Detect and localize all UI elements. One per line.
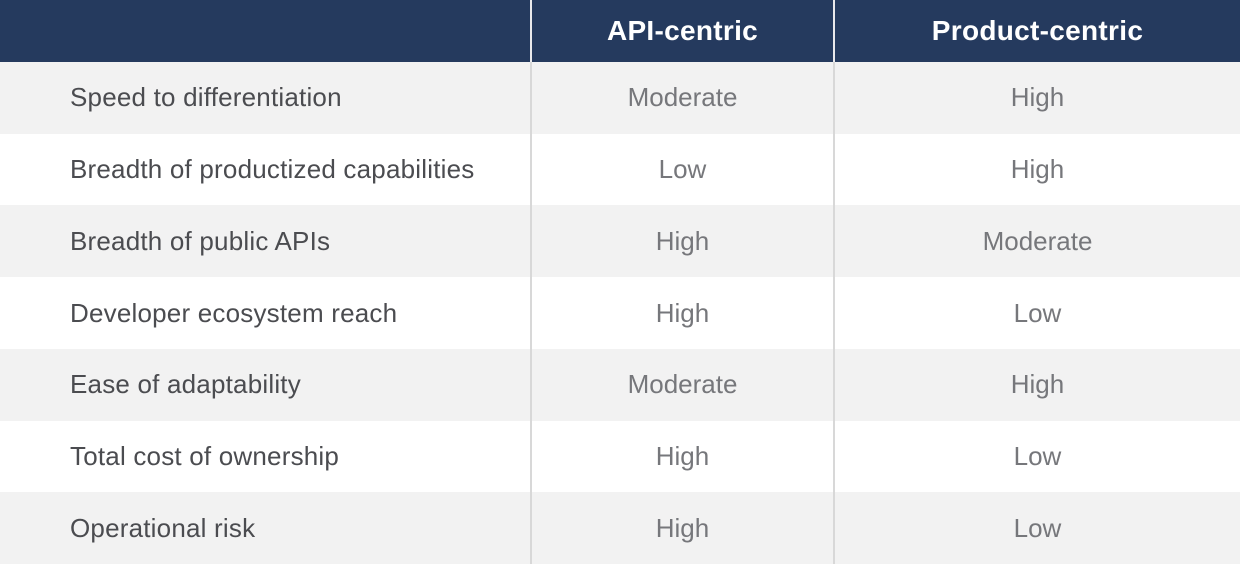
cell-value-product-centric: High: [833, 62, 1240, 134]
cell-value-product-centric: Low: [833, 277, 1240, 349]
cell-value-product-centric: Moderate: [833, 205, 1240, 278]
table-row: Breadth of productized capabilities Low …: [0, 133, 1240, 206]
row-label: Operational risk: [70, 512, 256, 543]
row-label: Developer ecosystem reach: [70, 297, 398, 328]
table-row: Speed to differentiation Moderate High: [0, 62, 1240, 134]
cell-value-api-centric: High: [530, 205, 833, 278]
cell-value-api-centric: High: [530, 277, 833, 349]
row-label: Breadth of public APIs: [70, 225, 331, 256]
header-empty-cell: [0, 0, 530, 62]
cell-value-api-centric: High: [530, 420, 833, 493]
row-label: Total cost of ownership: [70, 440, 340, 471]
table-row: Operational risk High Low: [0, 492, 1240, 564]
cell-value-product-centric: Low: [833, 492, 1240, 564]
table-row: Ease of adaptability Moderate High: [0, 348, 1240, 421]
cell-value-api-centric: Moderate: [530, 62, 833, 134]
row-label: Ease of adaptability: [70, 369, 301, 400]
table-row: Total cost of ownership High Low: [0, 420, 1240, 493]
column-header-product-centric: Product-centric: [833, 0, 1240, 62]
cell-value-api-centric: Moderate: [530, 348, 833, 421]
cell-value-product-centric: High: [833, 348, 1240, 421]
column-header-api-centric: API-centric: [530, 0, 833, 62]
row-label: Speed to differentiation: [70, 82, 342, 113]
row-label: Breadth of productized capabilities: [70, 154, 475, 185]
cell-value-product-centric: Low: [833, 420, 1240, 493]
cell-value-product-centric: High: [833, 133, 1240, 206]
table-row: Developer ecosystem reach High Low: [0, 277, 1240, 349]
table-row: Breadth of public APIs High Moderate: [0, 205, 1240, 278]
header-row: API-centric Product-centric: [0, 0, 1240, 62]
cell-value-api-centric: High: [530, 492, 833, 564]
cell-value-api-centric: Low: [530, 133, 833, 206]
